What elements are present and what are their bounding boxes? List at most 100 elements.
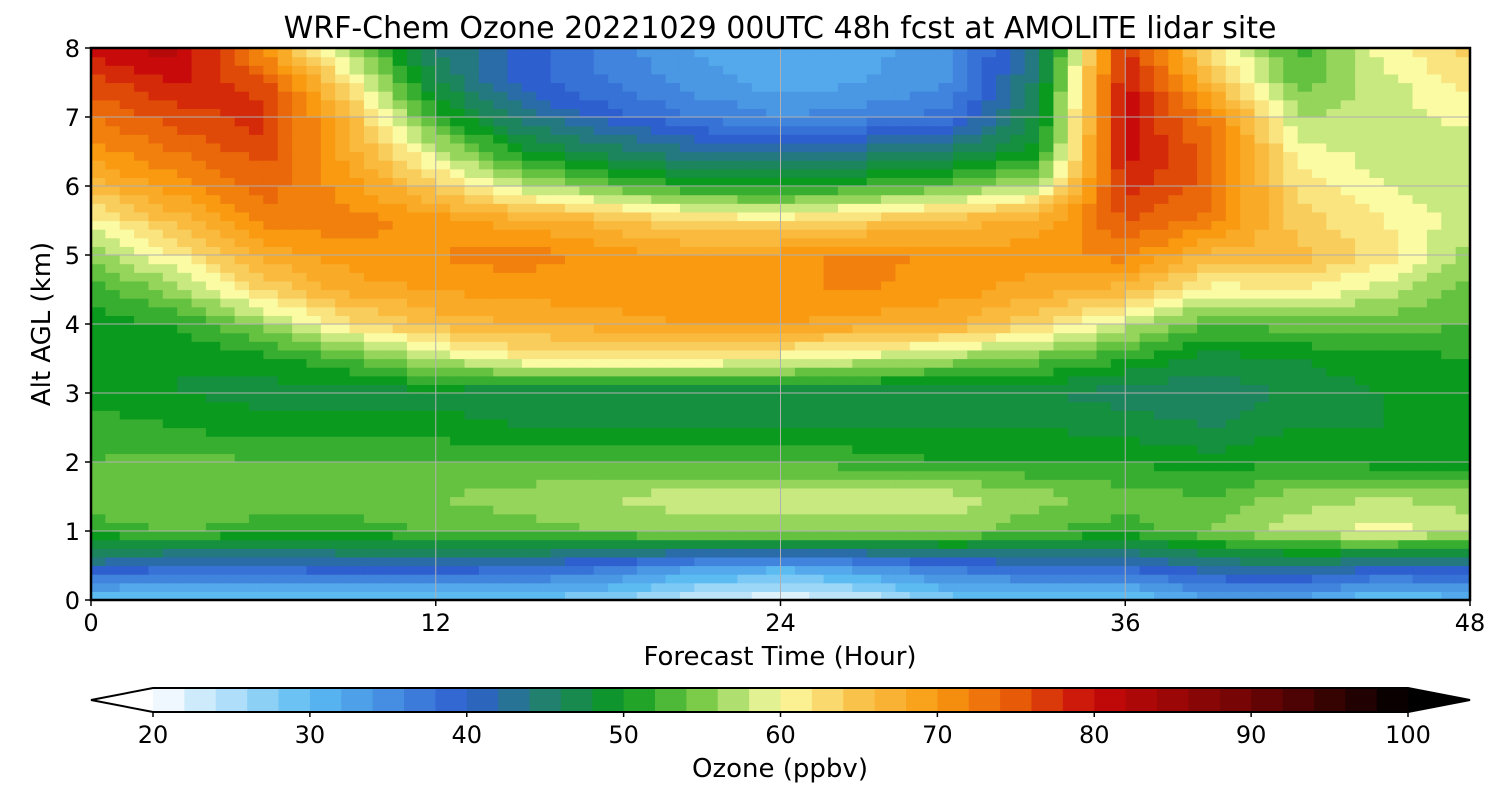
heat-cell bbox=[91, 375, 106, 385]
heat-cell bbox=[895, 237, 911, 247]
heat-cell bbox=[1211, 436, 1227, 446]
heat-cell bbox=[220, 479, 236, 489]
heat-cell bbox=[220, 496, 236, 506]
heat-cell bbox=[895, 556, 911, 567]
heat-cell bbox=[852, 393, 868, 403]
heat-cell bbox=[1254, 211, 1270, 222]
heat-cell bbox=[1024, 418, 1040, 429]
heat-cell bbox=[191, 229, 207, 239]
heat-cell bbox=[938, 548, 954, 558]
heat-cell bbox=[1225, 574, 1241, 584]
heat-cell bbox=[952, 496, 968, 506]
heat-cell bbox=[1412, 401, 1428, 411]
heat-cell bbox=[407, 453, 422, 463]
heat-cell bbox=[191, 168, 207, 178]
heat-cell bbox=[91, 220, 106, 230]
heat-cell bbox=[1340, 479, 1356, 489]
heat-cell bbox=[579, 487, 595, 498]
heat-cell bbox=[234, 410, 250, 420]
heat-cell bbox=[1039, 177, 1055, 187]
heat-cell bbox=[694, 332, 710, 342]
heat-cell bbox=[507, 324, 523, 334]
heat-cell bbox=[1067, 220, 1083, 230]
heat-cell bbox=[1311, 375, 1327, 385]
heat-cell bbox=[837, 487, 853, 498]
heat-cell bbox=[450, 289, 466, 299]
heat-cell bbox=[593, 487, 609, 498]
heat-cell bbox=[751, 220, 767, 230]
heat-cell bbox=[148, 194, 164, 204]
heat-cell bbox=[766, 203, 782, 213]
heat-cell bbox=[1125, 401, 1141, 411]
heat-cell bbox=[1139, 453, 1155, 463]
heat-cell bbox=[392, 401, 408, 411]
heat-cell bbox=[320, 565, 336, 575]
heat-cell bbox=[220, 263, 236, 273]
heat-cell bbox=[1398, 582, 1414, 592]
heat-cell bbox=[694, 349, 710, 360]
heat-cell bbox=[981, 574, 997, 584]
heat-cell bbox=[249, 375, 264, 385]
heat-cell bbox=[1168, 289, 1184, 299]
heat-cell bbox=[1067, 565, 1083, 575]
heat-cell bbox=[809, 349, 825, 360]
heat-cell bbox=[1455, 151, 1470, 161]
heat-cell bbox=[780, 393, 796, 403]
heat-cell bbox=[1283, 203, 1299, 213]
heat-cell bbox=[464, 487, 480, 498]
heat-cell bbox=[335, 539, 351, 549]
heat-cell bbox=[1326, 263, 1342, 273]
heat-cell bbox=[1168, 341, 1184, 351]
heat-cell bbox=[1455, 289, 1470, 299]
heat-cell bbox=[909, 177, 925, 187]
heat-cell bbox=[608, 531, 624, 541]
heat-cell bbox=[550, 427, 566, 437]
heat-cell bbox=[924, 591, 940, 600]
heat-cell bbox=[306, 358, 322, 368]
heat-cell bbox=[1010, 513, 1026, 523]
heat-cell bbox=[205, 418, 221, 429]
heat-cell bbox=[780, 522, 796, 532]
heat-cell bbox=[1426, 470, 1442, 480]
heat-cell bbox=[665, 531, 681, 541]
heat-cell bbox=[464, 410, 480, 420]
heat-cell bbox=[952, 522, 968, 532]
heat-cell bbox=[119, 229, 135, 239]
heat-cell bbox=[1096, 332, 1112, 342]
heat-cell bbox=[679, 280, 695, 291]
heat-cell bbox=[1211, 513, 1227, 523]
heat-cell bbox=[694, 427, 710, 437]
heat-cell bbox=[1225, 349, 1241, 360]
heat-cell bbox=[708, 479, 724, 489]
heat-cell bbox=[205, 470, 221, 480]
heat-cell bbox=[363, 194, 379, 204]
heat-cell bbox=[579, 453, 595, 463]
heat-cell bbox=[1455, 272, 1470, 282]
heat-cell bbox=[335, 479, 351, 489]
heat-cell bbox=[335, 298, 351, 308]
heat-cell bbox=[478, 418, 494, 429]
heat-cell bbox=[1426, 194, 1442, 204]
heat-cell bbox=[91, 315, 106, 325]
heat-cell bbox=[895, 470, 911, 480]
heat-cell bbox=[507, 436, 523, 446]
heat-cell bbox=[119, 151, 135, 161]
heat-cell bbox=[837, 479, 853, 489]
heat-cell bbox=[1082, 487, 1098, 498]
heat-cell bbox=[1010, 186, 1026, 196]
heat-cell bbox=[521, 393, 537, 403]
heat-cell bbox=[565, 513, 580, 523]
heat-cell bbox=[91, 306, 106, 316]
heat-cell bbox=[895, 203, 911, 213]
heat-cell bbox=[1182, 332, 1198, 342]
heat-cell bbox=[1254, 177, 1270, 187]
heat-cell bbox=[636, 367, 652, 377]
heat-cell bbox=[866, 548, 882, 558]
heat-cell bbox=[1326, 229, 1342, 239]
heat-cell bbox=[306, 418, 322, 429]
heat-cell bbox=[493, 186, 509, 196]
heat-cell bbox=[177, 384, 193, 394]
heat-cell bbox=[550, 462, 566, 472]
heat-cell bbox=[909, 298, 925, 308]
heat-cell bbox=[1125, 358, 1141, 368]
